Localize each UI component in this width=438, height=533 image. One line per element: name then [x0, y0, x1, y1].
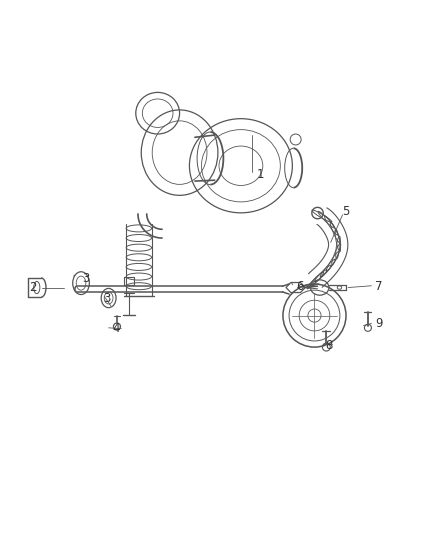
Text: 7: 7: [375, 280, 383, 293]
Text: 1: 1: [257, 168, 265, 181]
Text: 6: 6: [296, 280, 304, 293]
Text: 5: 5: [343, 205, 350, 218]
Text: 8: 8: [325, 339, 332, 352]
Text: 3: 3: [82, 272, 89, 285]
Text: 9: 9: [375, 317, 383, 330]
Text: 4: 4: [112, 322, 120, 335]
Text: 2: 2: [29, 281, 37, 294]
Text: 3: 3: [104, 292, 111, 304]
